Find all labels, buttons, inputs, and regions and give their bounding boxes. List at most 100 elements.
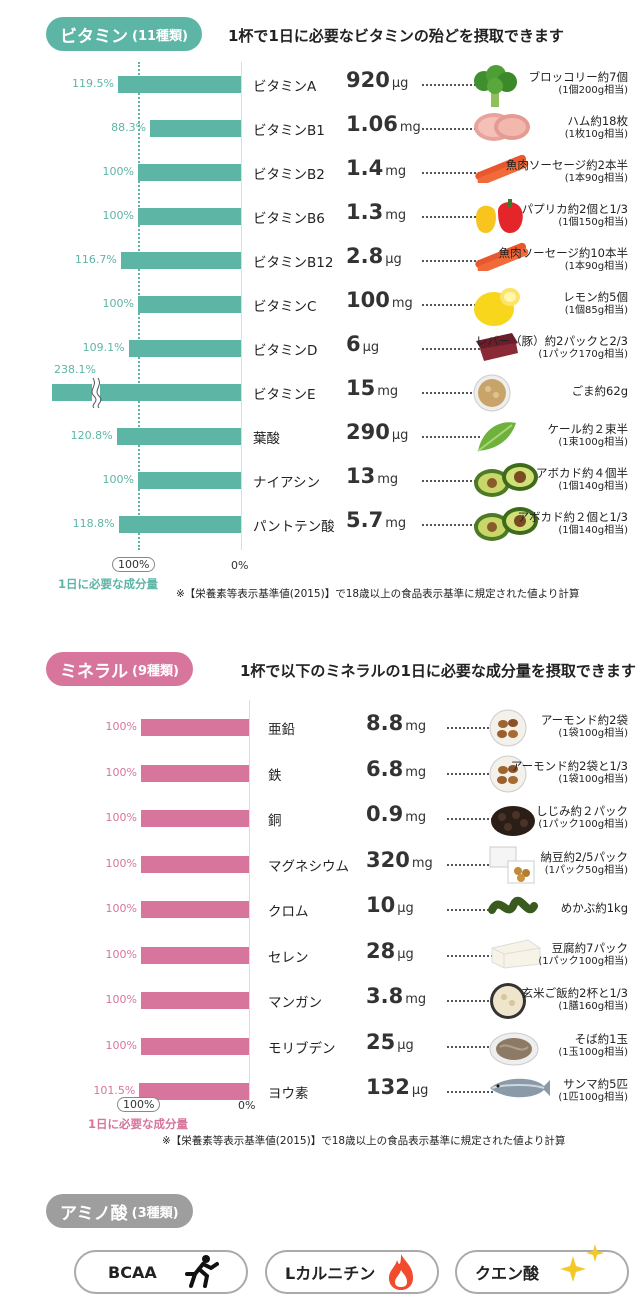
food-name: アーモンド約2袋と1/3 (510, 758, 628, 773)
almond-icon (489, 709, 527, 747)
mineral-row: 101.5% ヨウ素 132 μg サンマ約5匹 (1匹100g相当) (0, 1070, 640, 1114)
mineral-percent: 100% (105, 993, 137, 1006)
almond-icon (489, 755, 527, 792)
mineral-row: 100% マンガン 3.8 mg 玄米ご飯約2杯と1/3 (1膳160g相当) (0, 979, 640, 1023)
vitamin-percent: 88.3% (111, 121, 147, 134)
vitamin-bar (138, 296, 241, 313)
paprika-icon (476, 199, 523, 233)
mineral-name: 亜鉛 (268, 722, 295, 738)
vitamin-percent: 120.8% (70, 429, 113, 442)
food-name: 魚肉ソーセージ約2本半 (505, 158, 628, 172)
broccoli-icon (474, 65, 517, 107)
food-name: ごま約62g (571, 384, 628, 398)
mineral-food: 玄米ご飯約2杯と1/3 (1膳160g相当) (522, 987, 628, 1013)
mineral-req-label: 1日に必要な成分量 (88, 1117, 189, 1131)
running-person-icon (184, 1255, 219, 1288)
kale-icon (477, 422, 516, 452)
vitamin-percent: 109.1% (82, 341, 125, 354)
vitamin-food: レモン約5個 (1個85g相当) (563, 291, 628, 317)
liver-icon (476, 333, 518, 361)
amino-pill: アミノ酸 (3種類) (46, 1194, 193, 1228)
food-portion: (1パック100g相当) (538, 955, 628, 967)
vitamin-amount: 100 mg (346, 288, 413, 312)
leader-dots (447, 909, 493, 911)
vitamin-bar (118, 516, 241, 533)
mineral-name: マンガン (268, 995, 322, 1011)
mineral-amount: 28 μg (366, 939, 414, 963)
vitamin-row: 100% ビタミンB2 1.4 mg 魚肉ソーセージ約2本半 (1本90g相当) (0, 151, 640, 195)
vitamin-percent: 118.8% (72, 517, 115, 530)
mineral-percent: 100% (105, 811, 137, 824)
mineral-food: アーモンド約2袋 (1袋100g相当) (541, 714, 628, 740)
mineral-food-icon (488, 936, 542, 974)
mineral-amount: 25 μg (366, 1030, 414, 1054)
vitamin-row: 100% ナイアシン 13 mg アボカド約４個半 (1個140g相当) (0, 459, 640, 503)
mineral-food: そば約1玉 (1玉100g相当) (558, 1031, 628, 1059)
amount-value: 920 (346, 68, 390, 92)
flame-icon (389, 1254, 414, 1290)
mineral-bar (141, 764, 249, 782)
vitamin-bar (150, 120, 241, 137)
avocado-icon (474, 463, 538, 497)
vitamin-percent: 119.5% (71, 77, 114, 90)
amino-carnitine: Lカルニチン (265, 1250, 439, 1294)
vitamin-food: ハム約18枚 (1枚10g相当) (565, 115, 628, 141)
mineral-food: 納豆約2/5パック (1パック50g相当) (540, 849, 628, 877)
mineral-row: 100% セレン 28 μg 豆腐約7パック (1パック100g相当) (0, 934, 640, 978)
vitamin-percent: 100% (102, 209, 134, 222)
mineral-food-icon (488, 1027, 540, 1071)
mineral-food-icon (488, 708, 528, 752)
food-portion: (1本90g相当) (564, 173, 628, 184)
vitamin-row: 116.7% ビタミンB12 2.8 μg 魚肉ソーセージ約10本半 (1本90g相当) (0, 239, 640, 283)
amount-value: 25 (366, 1029, 396, 1054)
leader-dots (422, 172, 480, 174)
amount-value: 0.9 (366, 802, 404, 826)
leader-dots (447, 818, 493, 820)
amino-citric: クエン酸 (455, 1244, 629, 1294)
food-name: ハム約18枚 (567, 114, 628, 128)
vitamin-row: 100% ビタミンC 100 mg レモン約5個 (1個85g相当) (0, 283, 640, 327)
vitamin-bar (120, 252, 241, 269)
vitamin-name: ビタミンA (253, 79, 317, 95)
vitamin-note: ※【栄養素等表示基準値(2015)】で18歳以上の食品表示基準に規定された値より… (176, 588, 580, 600)
food-name: サンマ約5匹 (563, 1077, 628, 1091)
axis-break-icon (91, 378, 102, 408)
food-name: 納豆約2/5パック (540, 849, 628, 864)
sparkle-icon (560, 1244, 605, 1282)
vitamin-food-icon (472, 461, 542, 505)
vitamin-food-icon (472, 285, 522, 333)
mineral-name: ヨウ素 (268, 1086, 309, 1102)
mineral-amount: 320 mg (366, 848, 433, 872)
vitamin-food: ブロッコリー約7個 (1個200g相当) (529, 71, 628, 97)
mineral-bar (141, 992, 249, 1009)
food-name: レモン約5個 (563, 290, 628, 304)
food-name: そば約1玉 (574, 1031, 628, 1046)
amino-citric-label: クエン酸 (475, 1264, 540, 1283)
amount-unit: μg (397, 946, 414, 962)
mineral-axis-line (249, 700, 250, 1102)
vitamin-bar (116, 428, 241, 445)
vitamin-row: 238.1% ビタミンE 15 mg ごま約62g (0, 363, 640, 415)
leader-dots (447, 863, 493, 866)
food-portion: (1個200g相当) (558, 85, 628, 96)
saury-icon (490, 1078, 550, 1098)
vitamin-food: 魚肉ソーセージ約10本半 (1本90g相当) (499, 247, 628, 273)
sausage-icon (475, 154, 529, 186)
leader-dots (422, 524, 480, 526)
amino-pill-sub: (3種類) (131, 1205, 179, 1221)
sausage-icon (475, 242, 529, 274)
vitamin-axis-100: 100% (112, 557, 156, 572)
natto-icon (489, 846, 535, 883)
vitamin-food: ごま約62g (572, 385, 628, 398)
food-portion: (1パック100g相当) (538, 819, 628, 830)
leader-dots (422, 436, 480, 438)
amino-bcaa-label: BCAA (108, 1262, 157, 1282)
food-name: アーモンド約2袋 (540, 713, 628, 727)
vitamin-row: 100% ビタミンB6 1.3 mg パプリカ約2個と1/3 (1個150g相当) (0, 195, 640, 239)
vitamin-bar (138, 208, 241, 225)
food-name: アボカド約２個と1/3 (517, 510, 628, 524)
vitamin-name: 葉酸 (253, 431, 280, 447)
amount-unit: mg (391, 296, 413, 311)
vitamin-name: ナイアシン (253, 475, 320, 491)
food-portion: (1個150g相当) (558, 217, 628, 228)
